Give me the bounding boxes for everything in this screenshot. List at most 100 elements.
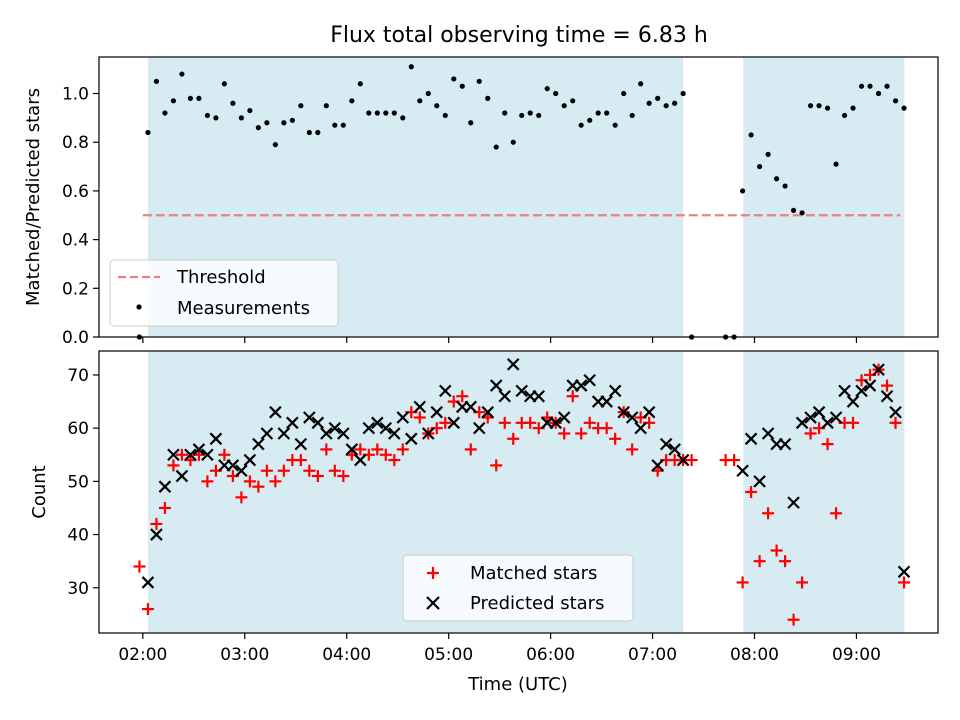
bottom-x-tick-label: 09:00 (832, 645, 881, 665)
predicted-star-point (812, 405, 826, 419)
top-y-axis: 0.0 0.2 0.4 0.6 0.8 1.0 (62, 85, 99, 348)
predicted-marker-b (812, 405, 826, 419)
predicted-marker-b (778, 437, 792, 451)
measurement-point (459, 83, 465, 89)
measurement-point (417, 98, 423, 104)
predicted-star-point (311, 416, 325, 430)
measurement-point (646, 100, 652, 106)
predicted-marker-b (863, 379, 877, 392)
measurement-point (612, 122, 618, 128)
predicted-star-point (294, 437, 308, 451)
predicted-star-point (889, 405, 902, 419)
measurement-point (629, 112, 635, 119)
matched-star-point (413, 411, 426, 424)
predicted-marker-b (277, 427, 291, 440)
measurement-point (892, 98, 899, 104)
predicted-star-point (320, 427, 333, 440)
predicted-marker-b (829, 411, 843, 424)
measurement-point (824, 105, 831, 111)
predicted-star-point (371, 416, 384, 430)
measurement-point (272, 142, 278, 148)
matched-star-point (728, 454, 741, 467)
measurement-point (756, 163, 763, 170)
measurement-point (298, 103, 304, 109)
matched-star-point (889, 416, 902, 429)
predicted-marker-b (897, 565, 911, 579)
predicted-marker-b (838, 384, 851, 398)
measurement-point (561, 103, 567, 109)
predicted-star-point (422, 427, 435, 440)
measurement-point (153, 78, 160, 84)
predicted-star-point (659, 437, 673, 451)
predicted-marker-b (192, 443, 206, 456)
predicted-star-point (345, 443, 359, 456)
matched-star-point (354, 443, 367, 456)
predicted-star-point (269, 405, 282, 419)
measurement-point (604, 110, 610, 116)
matched-star-point (498, 416, 511, 429)
measurement-point (383, 110, 389, 116)
measurement-point (230, 100, 236, 106)
top-y-axis-label: Matched/Predicted stars (23, 88, 44, 306)
predicted-marker-b (294, 437, 308, 451)
measurement-point (782, 183, 788, 189)
top-y-tick-label: 1.0 (62, 85, 89, 105)
predicted-marker-b (337, 427, 350, 440)
measurement-point (332, 122, 338, 128)
predicted-star-point (260, 427, 274, 440)
predicted-marker-b (821, 416, 834, 430)
matched-star-point (167, 459, 180, 472)
measurement-point (349, 98, 355, 104)
predicted-marker-b (252, 437, 265, 451)
predicted-marker-b (141, 576, 155, 589)
matched-star-point (796, 576, 809, 589)
predicted-star-point (855, 384, 868, 398)
predicted-marker-b (787, 496, 800, 509)
top-y-tick-label: 0.4 (62, 231, 89, 251)
predicted-star-point (286, 416, 299, 430)
matched-star-point (201, 475, 214, 488)
matched-star-point (328, 464, 341, 477)
predicted-marker-b (286, 416, 299, 430)
measurement-point (264, 120, 270, 126)
predicted-star-point (438, 384, 452, 398)
predicted-marker-b (422, 427, 435, 440)
measurement-point (833, 161, 839, 167)
bottom-y-tick-label: 50 (67, 472, 89, 492)
measurement-point (408, 64, 414, 70)
chart-title: Flux total observing time = 6.83 h (330, 23, 708, 48)
predicted-marker-b (201, 448, 214, 462)
measurement-point (247, 107, 253, 114)
predicted-star-point (277, 427, 291, 440)
predicted-marker-b (209, 432, 223, 446)
measurement-point (527, 110, 533, 116)
measurement-point (740, 188, 746, 194)
predicted-star-point (753, 475, 766, 488)
predicted-star-point (337, 427, 350, 440)
measurement-point (858, 83, 865, 89)
predicted-star-point (506, 358, 520, 371)
matched-star-point (337, 470, 350, 483)
bottom-y-tick-label: 40 (67, 526, 89, 546)
predicted-marker-b (243, 453, 257, 467)
predicted-star-point (795, 416, 809, 430)
predicted-star-point (141, 576, 155, 589)
ratio-panel: 0.0 0.2 0.4 0.6 0.8 1.0 Matched/Predicted sta… (23, 56, 939, 348)
predicted-star-point (243, 453, 257, 467)
matched-star-point (609, 432, 622, 445)
top-y-tick-label: 0.8 (62, 133, 89, 153)
matched-star-point (779, 555, 792, 568)
observing-interval-2 (743, 57, 905, 337)
predicted-marker-b (761, 427, 775, 440)
matched-star-point (881, 379, 894, 392)
matched-star-point (898, 576, 911, 589)
measurement-point (570, 98, 576, 104)
measurement-point (595, 110, 601, 116)
predicted-marker-b (320, 427, 333, 440)
measurement-point (765, 151, 771, 157)
predicted-marker-b (354, 453, 367, 467)
matched-star-point (745, 486, 758, 498)
predicted-star-point (354, 453, 367, 467)
predicted-marker-b (642, 405, 656, 419)
top-y-tick-label: 0.6 (62, 182, 89, 202)
